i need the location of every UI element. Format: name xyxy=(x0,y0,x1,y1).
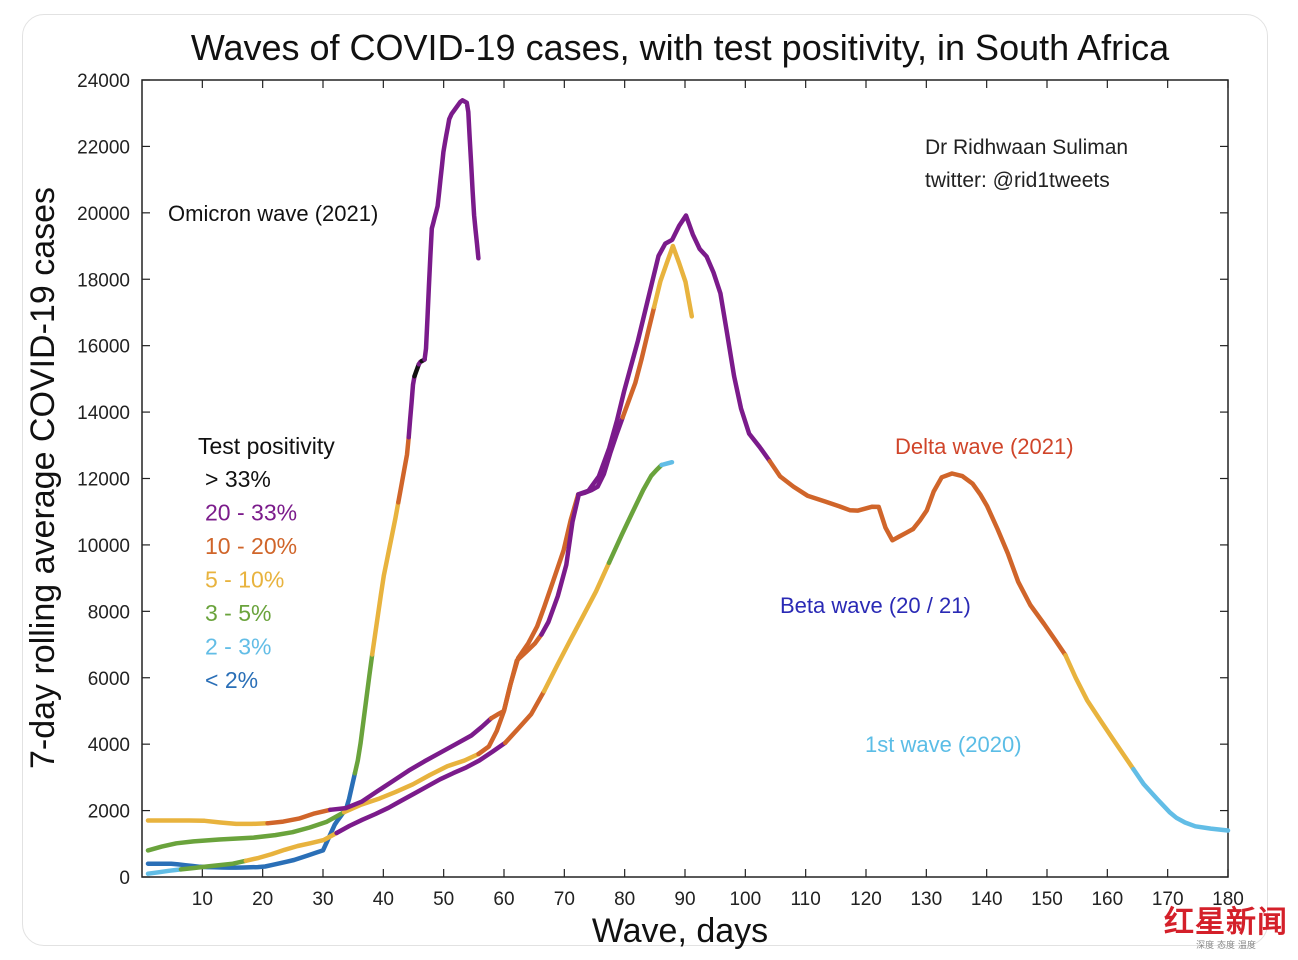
series-1 xyxy=(145,213,1231,853)
credit-handle: twitter: @rid1tweets xyxy=(925,169,1110,192)
y-tick-label: 4000 xyxy=(88,735,130,756)
legend: Test positivity > 33% 20 - 33% 10 - 20% 5 -… xyxy=(198,433,335,693)
y-tick-label: 22000 xyxy=(77,137,130,158)
x-tick-label: 60 xyxy=(493,889,514,910)
legend-entry: 10 - 20% xyxy=(205,533,297,559)
series-line-segment xyxy=(352,652,375,776)
watermark: 红星新闻 深度 态度 温度 xyxy=(1164,906,1288,952)
y-axis-label: 7-day rolling average COVID-19 cases xyxy=(24,187,62,769)
series-line-segment xyxy=(476,492,581,757)
series-line-segment xyxy=(651,243,695,319)
series-line-segment xyxy=(767,458,916,543)
x-tick-label: 80 xyxy=(614,889,635,910)
series-line-segment xyxy=(1131,766,1231,833)
y-tick-label: 6000 xyxy=(88,669,130,690)
x-tick-label: 150 xyxy=(1031,889,1063,910)
series-line-segment xyxy=(659,459,675,468)
series-line-segment xyxy=(243,830,339,864)
series-label: 1st wave (2020) xyxy=(865,732,1022,757)
y-tick-label: 12000 xyxy=(77,470,130,491)
legend-entry: 2 - 3% xyxy=(205,634,271,660)
series-line-segment xyxy=(265,807,333,826)
series-lines xyxy=(145,98,1231,876)
legend-entry: 5 - 10% xyxy=(205,567,284,593)
series-line-segment xyxy=(422,98,481,362)
series-0 xyxy=(145,98,481,870)
plot-frame xyxy=(141,79,1229,878)
series-line-segment xyxy=(406,373,417,440)
series-line-segment xyxy=(327,716,494,813)
series-line-segment xyxy=(396,435,411,505)
x-tick-label: 70 xyxy=(554,889,575,910)
x-tick-label: 90 xyxy=(674,889,695,910)
watermark-tagline: 深度 态度 温度 xyxy=(1196,941,1256,951)
y-tick-label: 16000 xyxy=(77,337,130,358)
x-tick-label: 20 xyxy=(252,889,273,910)
credit-name: Dr Ridhwaan Suliman xyxy=(925,136,1128,159)
series-line-segment xyxy=(910,471,1068,658)
y-tick-label: 20000 xyxy=(77,204,130,225)
y-tick-label: 10000 xyxy=(77,536,130,557)
x-tick-label: 160 xyxy=(1091,889,1123,910)
series-line-segment xyxy=(575,213,773,497)
series-line-segment xyxy=(145,867,184,876)
series-line-segment xyxy=(502,688,547,746)
watermark-logo: 红星新闻 xyxy=(1164,905,1288,940)
chart-title: Waves of COVID-19 cases, with test posit… xyxy=(191,27,1170,68)
x-tick-label: 100 xyxy=(729,889,761,910)
x-tick-label: 10 xyxy=(192,889,213,910)
y-tick-label: 2000 xyxy=(88,802,130,823)
series-labels: Omicron wave (2021) Delta wave (2021) Beta… xyxy=(168,201,1074,757)
series-label: Delta wave (2021) xyxy=(895,434,1074,459)
series-label: Beta wave (20 / 21) xyxy=(780,593,971,618)
y-tick-label: 14000 xyxy=(77,403,130,424)
legend-entry: < 2% xyxy=(205,667,258,693)
legend-entry: 3 - 5% xyxy=(205,600,271,626)
series-3 xyxy=(145,459,675,876)
series-line-segment xyxy=(1063,653,1136,772)
y-tick-label: 18000 xyxy=(77,270,130,291)
series-line-segment xyxy=(606,462,664,566)
y-tick-label: 0 xyxy=(119,868,130,889)
x-tick-label: 170 xyxy=(1152,889,1184,910)
x-tick-label: 40 xyxy=(373,889,394,910)
legend-entry: > 33% xyxy=(205,466,271,492)
y-axis: 0 2000 4000 6000 8000 10000 12000 14000 16000 180… xyxy=(77,71,1228,889)
series-line-segment xyxy=(341,751,481,815)
series-line-segment xyxy=(145,771,358,870)
series-line-segment xyxy=(178,858,249,872)
x-tick-label: 130 xyxy=(910,889,942,910)
x-tick-label: 120 xyxy=(850,889,882,910)
x-axis-label: Wave, days xyxy=(592,912,768,950)
legend-title: Test positivity xyxy=(198,433,335,459)
x-axis: 10 20 30 40 50 60 70 80 90 100 110 120 130 140 150 160 1… xyxy=(192,80,1244,910)
series-line-segment xyxy=(369,500,401,657)
y-tick-label: 24000 xyxy=(77,71,130,92)
series-line-segment xyxy=(145,818,270,827)
x-tick-label: 110 xyxy=(791,889,821,910)
x-tick-label: 50 xyxy=(433,889,454,910)
series-line-segment xyxy=(334,740,508,836)
series-line-segment xyxy=(145,809,347,853)
series-2 xyxy=(145,243,695,827)
series-line-segment xyxy=(620,304,657,420)
y-tick-label: 8000 xyxy=(88,602,130,623)
x-tick-label: 140 xyxy=(971,889,1003,910)
chart-card xyxy=(22,14,1268,946)
legend-entry: 20 - 33% xyxy=(205,500,297,526)
series-line-segment xyxy=(539,415,625,637)
x-tick-label: 180 xyxy=(1212,889,1244,910)
series-line-segment xyxy=(488,632,544,721)
x-tick-label: 30 xyxy=(312,889,333,910)
series-label: Omicron wave (2021) xyxy=(168,201,378,226)
series-line-segment xyxy=(541,560,612,694)
